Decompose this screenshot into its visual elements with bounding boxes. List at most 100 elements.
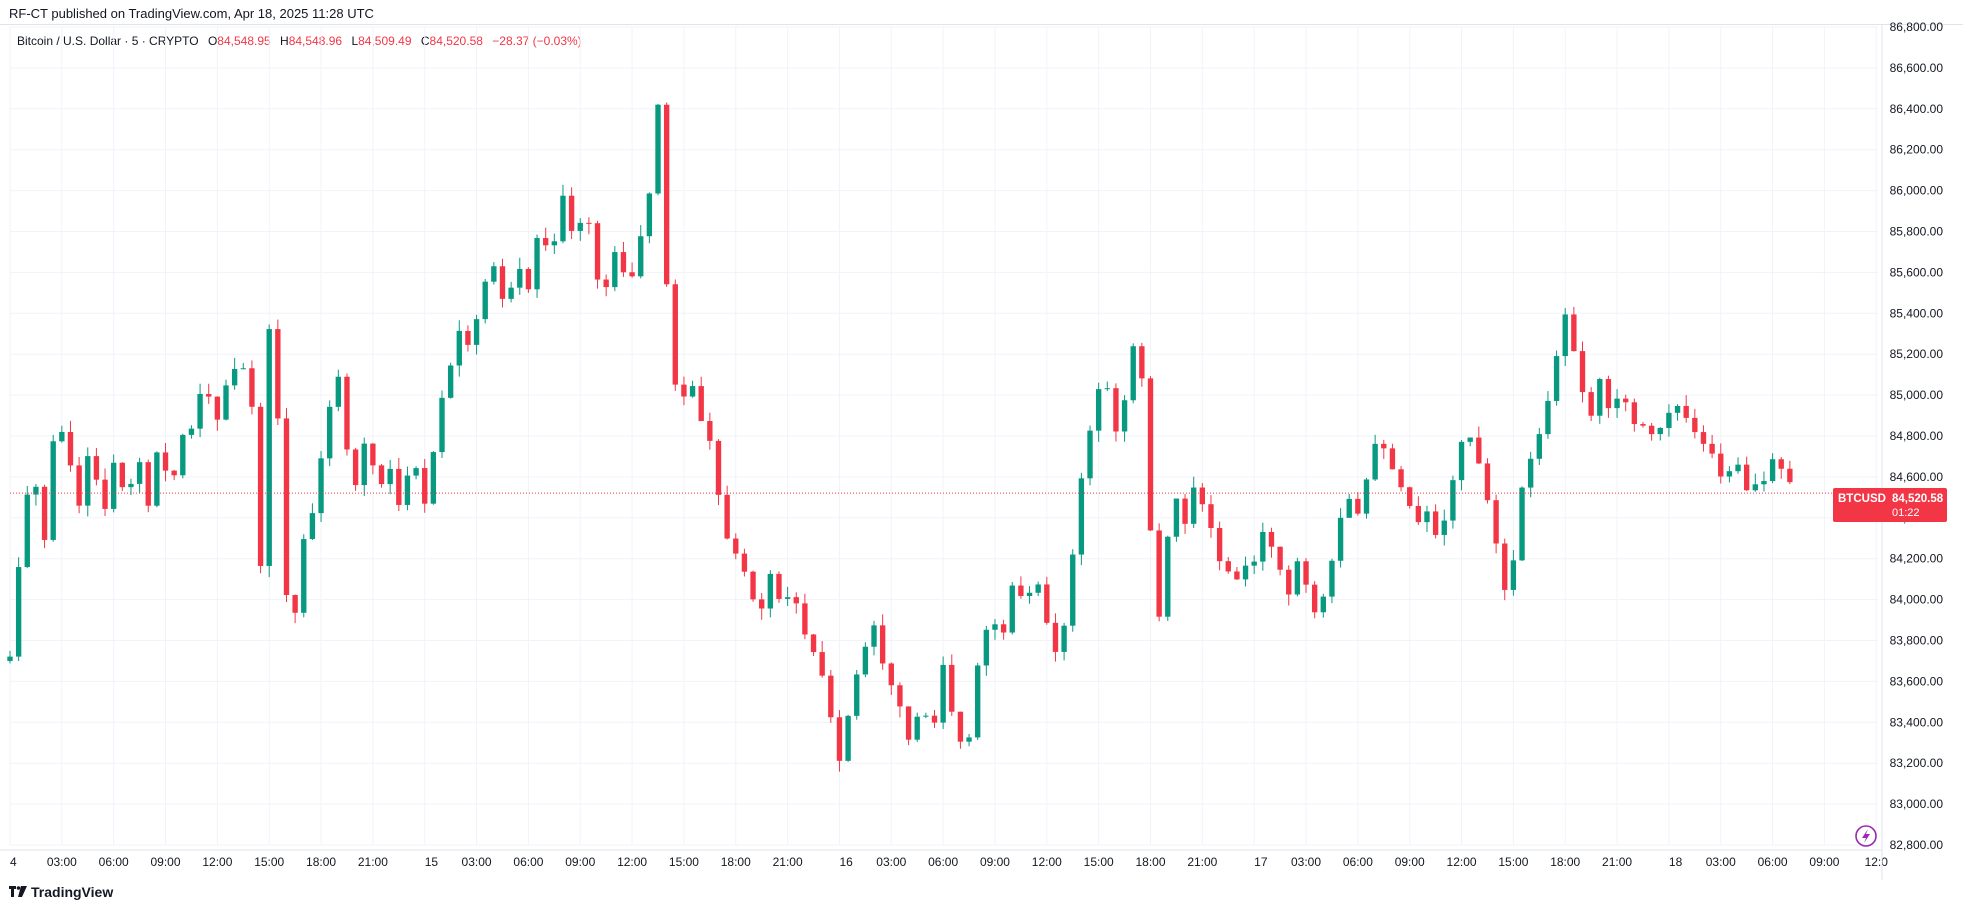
candle-body [949, 664, 955, 712]
lightning-icon[interactable] [1855, 825, 1877, 847]
x-tick-label: 4 [10, 855, 17, 869]
x-tick-label: 06:00 [928, 855, 958, 869]
candle-body [439, 397, 445, 453]
candle-body [715, 440, 722, 495]
price-tag: BTCUSD 84,520.58 01:22 [1833, 488, 1947, 522]
candle-body [1398, 469, 1404, 488]
candle-body [1147, 378, 1154, 531]
candle-body [1553, 356, 1560, 401]
candle-body [1571, 314, 1577, 352]
candle-body [1251, 561, 1257, 566]
candle-body [1623, 398, 1629, 403]
candle-body [1631, 402, 1638, 425]
candle-body [1597, 379, 1603, 416]
candle-body [266, 329, 272, 566]
high-label: H [280, 34, 289, 48]
candle-body [275, 329, 281, 419]
y-tick-label: 85,400.00 [1890, 306, 1944, 320]
y-tick-label: 82,800.00 [1890, 838, 1944, 852]
candle-body [1761, 481, 1767, 485]
candle-body [1268, 531, 1275, 547]
candle-body [776, 573, 782, 599]
y-tick-label: 85,600.00 [1890, 265, 1944, 279]
candle-body [1389, 448, 1396, 470]
x-tick-label: 17 [1254, 855, 1268, 869]
candle-body [7, 656, 13, 661]
candle-body [1225, 561, 1231, 572]
candle-body [1294, 561, 1301, 595]
x-tick-label: 09:00 [565, 855, 595, 869]
tradingview-footer[interactable]: TradingView [9, 884, 113, 900]
low-value: 84,509.49 [358, 34, 412, 48]
candle-body [344, 376, 350, 450]
header-divider [0, 24, 1963, 25]
candle-body [646, 193, 653, 237]
candle-body [301, 539, 307, 613]
candle-body [508, 287, 514, 299]
candle-body [1199, 487, 1206, 505]
grid [9, 26, 1878, 846]
candle-body [810, 634, 817, 653]
y-tick-label: 83,800.00 [1890, 634, 1944, 648]
candle-body [387, 468, 393, 485]
high-value: 84,548.96 [288, 34, 343, 48]
candle-body [560, 195, 566, 242]
candle-body [1087, 430, 1093, 479]
x-tick-label: 18:00 [721, 855, 751, 869]
candle-body [1234, 571, 1240, 580]
candle-body [862, 646, 869, 675]
candle-body [1787, 468, 1793, 483]
candle-body [1458, 441, 1465, 481]
candle-body [577, 222, 583, 231]
candle-body [1769, 459, 1776, 482]
candle-body [1476, 437, 1482, 464]
candle-body [67, 431, 74, 466]
symbol-description[interactable]: Bitcoin / U.S. Dollar · 5 · CRYPTO [17, 34, 199, 48]
x-tick-label: 15:00 [1084, 855, 1114, 869]
candles [7, 102, 1793, 772]
candle-body [197, 393, 203, 429]
x-tick-label: 12:00 [202, 855, 232, 869]
y-tick-label: 85,000.00 [1890, 388, 1944, 402]
candle-body [1692, 417, 1698, 433]
candle-body [1130, 346, 1136, 401]
candle-body [180, 434, 186, 476]
x-tick-label: 18:00 [1135, 855, 1165, 869]
candle-body [1121, 400, 1128, 432]
footer-brand: TradingView [31, 884, 114, 900]
close-value: 84,520.58 [429, 34, 483, 48]
candle-body [1657, 427, 1663, 435]
candle-body [422, 468, 428, 504]
candle-body [975, 665, 981, 738]
candle-body [1718, 453, 1724, 477]
candle-body [1173, 498, 1180, 537]
candle-body [1139, 346, 1145, 379]
candle-body [240, 368, 246, 370]
candle-body [361, 443, 367, 486]
candle-body [629, 272, 635, 277]
candle-body [214, 396, 221, 420]
x-tick-label: 06:00 [1758, 855, 1788, 869]
axes[interactable]: 82,800.00 83,000.00 83,200.00 83,400.00 83,6… [0, 20, 1943, 880]
candle-body [249, 368, 255, 407]
candle-body [655, 104, 661, 194]
candle-body [966, 737, 972, 742]
candle-body [85, 456, 91, 506]
candle-body [1605, 379, 1612, 409]
candle-body [1095, 389, 1102, 431]
candle-body [473, 319, 480, 345]
candle-body [733, 538, 739, 554]
y-tick-label: 86,600.00 [1890, 61, 1944, 75]
candle-body [1545, 400, 1551, 435]
candle-body [76, 465, 82, 506]
candle-body [750, 571, 756, 600]
candle-body [1355, 498, 1361, 514]
candle-body [1372, 443, 1378, 480]
low-label: L [351, 34, 359, 48]
candle-body [836, 717, 843, 761]
candle-body [767, 573, 774, 609]
candle-body [620, 252, 627, 273]
x-tick-label: 09:00 [1395, 855, 1425, 869]
price-chart[interactable]: 82,800.00 83,000.00 83,200.00 83,400.00 83,6… [0, 0, 1963, 880]
candle-body [1450, 480, 1456, 521]
